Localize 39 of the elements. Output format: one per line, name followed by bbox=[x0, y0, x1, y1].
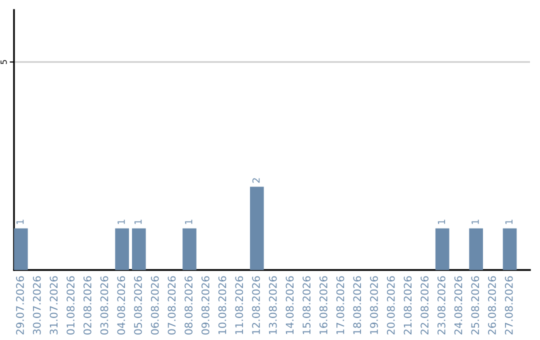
x-tick-label: 09.08.2026 bbox=[201, 276, 210, 335]
x-tick-label: 21.08.2026 bbox=[404, 276, 412, 334]
x-tick-label: 04.08.2026 bbox=[117, 276, 126, 335]
data-label: 1 bbox=[16, 220, 24, 224]
x-tick-label: 29.07.2026 bbox=[16, 276, 24, 334]
data-label: 1 bbox=[118, 220, 125, 224]
x-tick-label: 06.08.2026 bbox=[150, 276, 159, 335]
x-tick-label: 30.07.2026 bbox=[32, 276, 41, 334]
x-tick-label: 25.08.2026 bbox=[471, 276, 480, 334]
x-tick-label: 13.08.2026 bbox=[268, 276, 277, 334]
x-tick-label: 14.08.2026 bbox=[286, 276, 294, 334]
x-tick-label: 26.08.2026 bbox=[488, 276, 496, 334]
x-tick-label: 08.08.2026 bbox=[184, 276, 193, 335]
x-tick-label: 31.07.2026 bbox=[50, 276, 58, 334]
x-tick-label: 19.08.2026 bbox=[370, 276, 378, 334]
x-tick-label: 24.08.2026 bbox=[454, 276, 462, 334]
x-tick-label: 02.08.2026 bbox=[83, 276, 92, 335]
x-tick-label: 11.08.2026 bbox=[235, 276, 244, 334]
data-label: 2 bbox=[252, 178, 260, 183]
x-tick-label: 27.08.2026 bbox=[504, 276, 513, 334]
data-label: 1 bbox=[505, 220, 512, 224]
x-tick-label: 05.08.2026 bbox=[134, 276, 142, 335]
x-tick-label: 20.08.2026 bbox=[386, 276, 395, 334]
x-tick-label: 16.08.2026 bbox=[319, 276, 328, 334]
data-label: 1 bbox=[134, 220, 142, 224]
x-tick-label: 07.08.2026 bbox=[168, 276, 176, 335]
x-tick-label: 10.08.2026 bbox=[218, 276, 226, 334]
x-tick-label: 01.08.2026 bbox=[66, 276, 75, 335]
x-tick-label: 03.08.2026 bbox=[100, 276, 108, 335]
x-tick-label: 23.08.2026 bbox=[437, 276, 446, 334]
x-tick-label: 18.08.2026 bbox=[353, 276, 362, 334]
data-label: 1 bbox=[185, 220, 192, 224]
data-label: 1 bbox=[438, 220, 446, 224]
x-tick-label: 17.08.2026 bbox=[336, 276, 344, 334]
x-tick-label: 15.08.2026 bbox=[302, 276, 311, 334]
x-tick-label: 12.08.2026 bbox=[252, 276, 260, 334]
y-tick-label: 5 bbox=[0, 60, 7, 64]
x-tick-label: 22.08.2026 bbox=[420, 276, 429, 334]
data-label: 1 bbox=[472, 220, 479, 224]
